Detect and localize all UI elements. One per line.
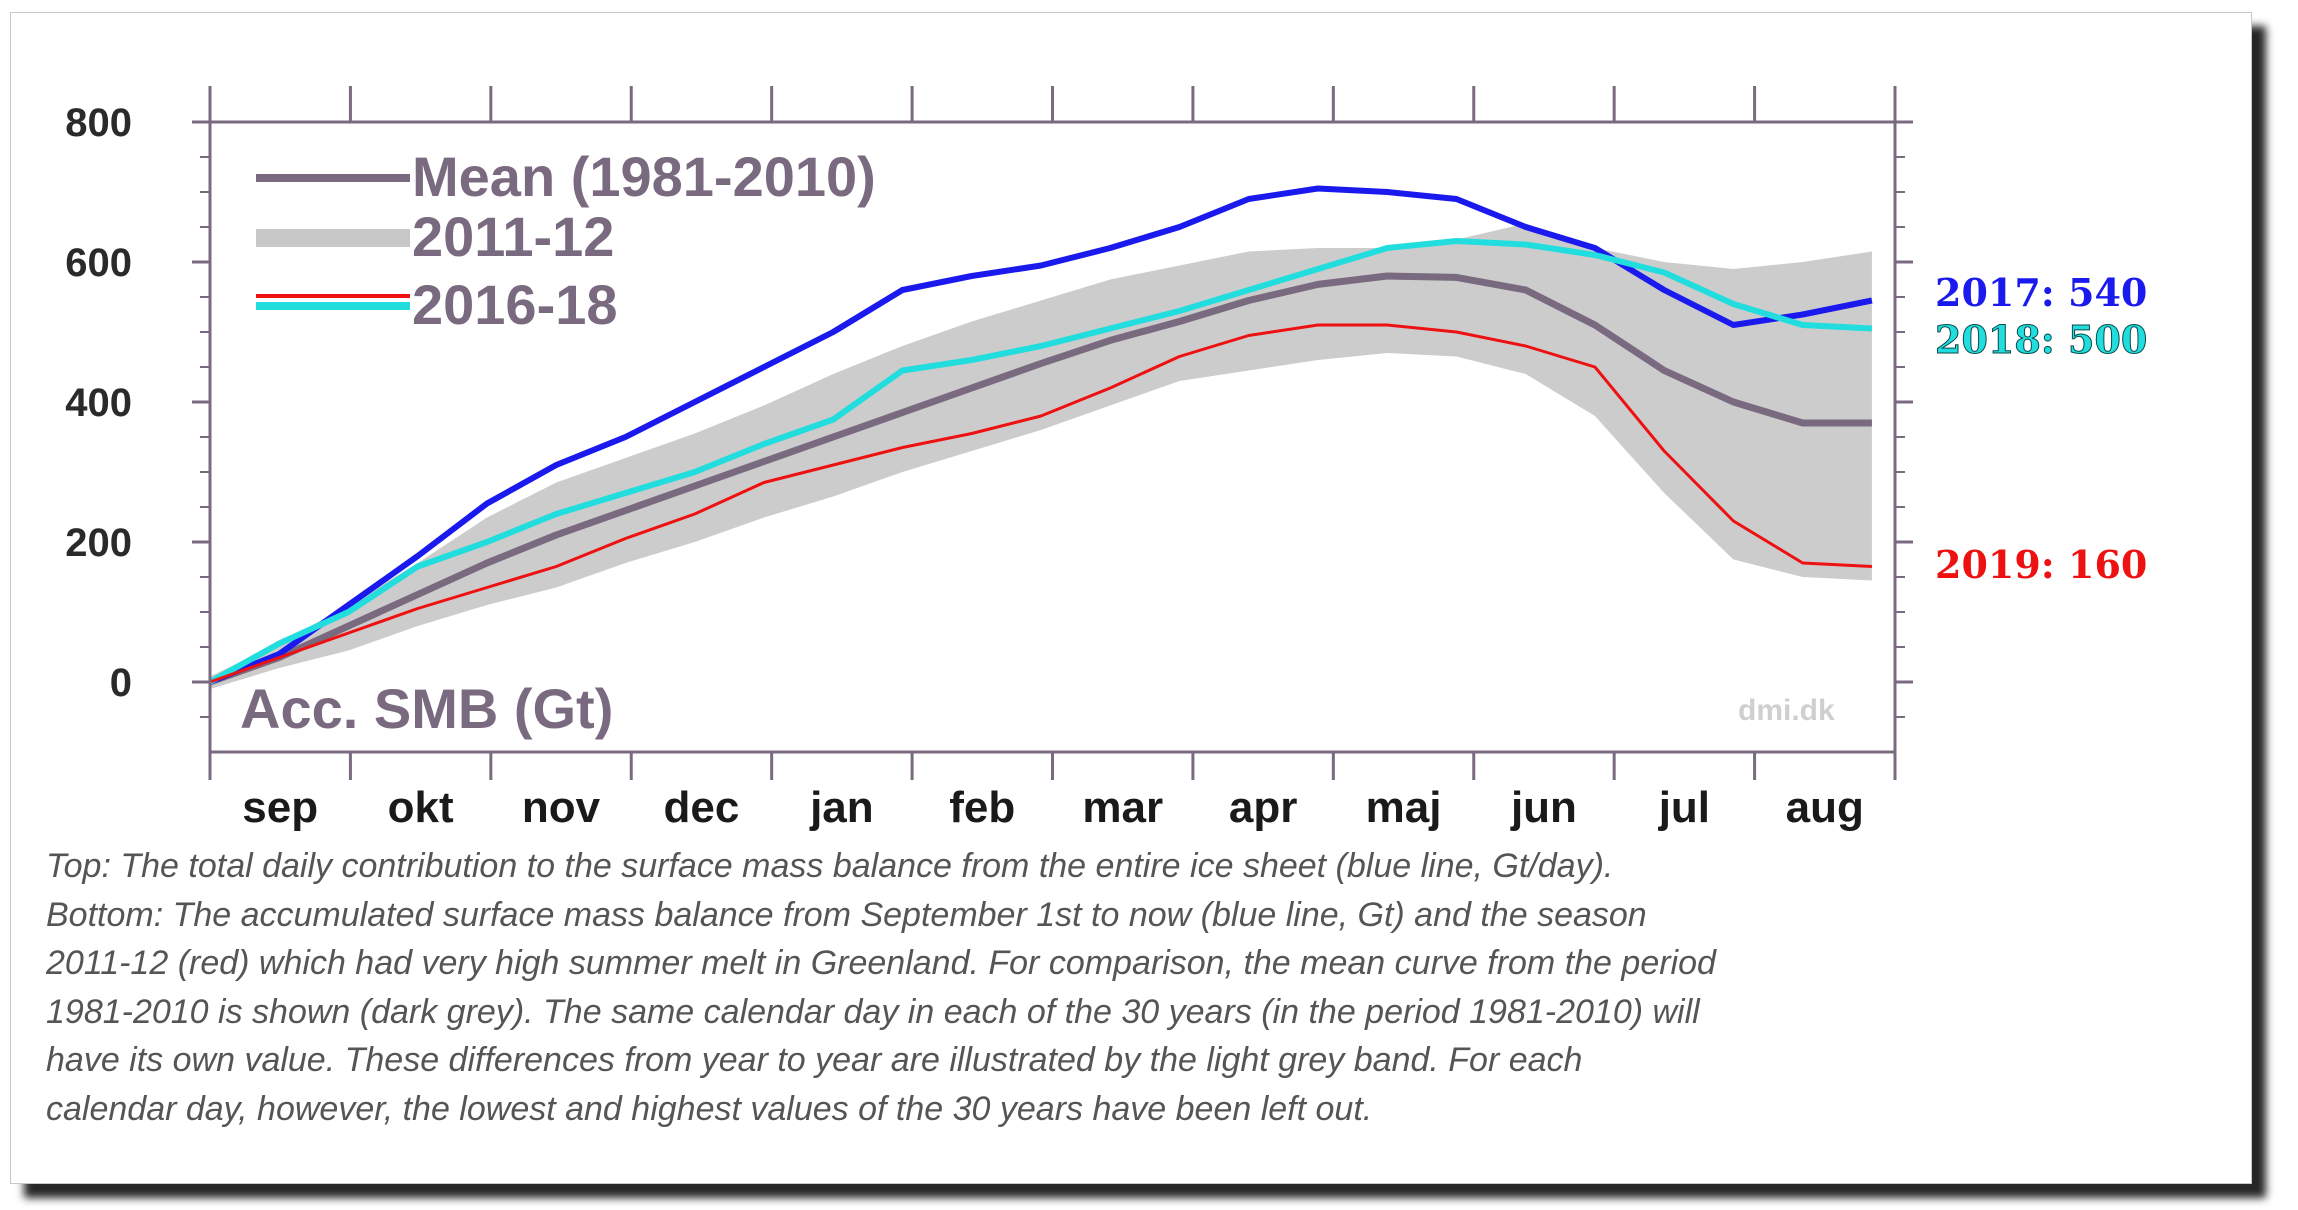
y-tick-label: 200 (65, 521, 132, 565)
axes-layer: 0 200 400 600 800 sep okt nov dec jan feb mar apr maj… (65, 86, 1913, 832)
legend-label-cyan: 2016-18 (412, 273, 618, 336)
caption-line: 1981-2010 is shown (dark grey). The same… (46, 992, 1700, 1031)
legend-label-band: 2011-12 (412, 205, 614, 268)
y-tick-label: 600 (65, 241, 132, 285)
x-month-label: apr (1229, 783, 1297, 832)
variability-band (210, 223, 1872, 689)
caption-line: Bottom: The accumulated surface mass bal… (46, 895, 1647, 934)
series-line-2017-18 (208, 238, 1873, 685)
legend: Mean (1981-2010) 2011-12 2016-18 (256, 145, 876, 336)
legend-label-mean: Mean (1981-2010) (412, 145, 876, 208)
y-tick-label: 800 (65, 101, 132, 145)
caption-line: calendar day, however, the lowest and hi… (46, 1089, 1373, 1128)
x-month-label: okt (388, 783, 454, 832)
y-tick-label: 400 (65, 381, 132, 425)
caption: Top: The total daily contribution to the… (46, 842, 1986, 1133)
x-month-label: jun (1510, 783, 1577, 832)
series-mean-line (208, 272, 1872, 686)
caption-line: 2011-12 (red) which had very high summer… (46, 944, 1716, 982)
y-tick-label: 0 (110, 661, 132, 705)
x-month-label: maj (1366, 783, 1442, 832)
x-month-label: dec (664, 783, 740, 832)
series-layer (208, 185, 1873, 686)
series-line-2018-19 (209, 323, 1872, 684)
annotation-2018: 2018: 500 (1935, 317, 2147, 362)
band-layer (210, 223, 1872, 689)
series-line-2016-17 (208, 185, 1873, 685)
x-month-label: jan (809, 783, 874, 832)
x-month-label: aug (1786, 783, 1864, 832)
caption-line: have its own value. These differences fr… (46, 1041, 1583, 1079)
watermark: dmi.dk (1738, 694, 1835, 727)
x-month-label: nov (522, 783, 601, 832)
x-month-label: feb (949, 783, 1015, 832)
y-axis-label: Acc. SMB (Gt) (240, 677, 613, 740)
x-month-label: sep (242, 783, 318, 832)
annotation-2019: 2019: 160 (1935, 542, 2147, 587)
x-month-label: mar (1082, 783, 1163, 832)
annotation-2017: 2017: 540 (1935, 270, 2147, 315)
caption-line: Top: The total daily contribution to the… (46, 847, 1614, 885)
x-month-label: jul (1658, 783, 1710, 832)
